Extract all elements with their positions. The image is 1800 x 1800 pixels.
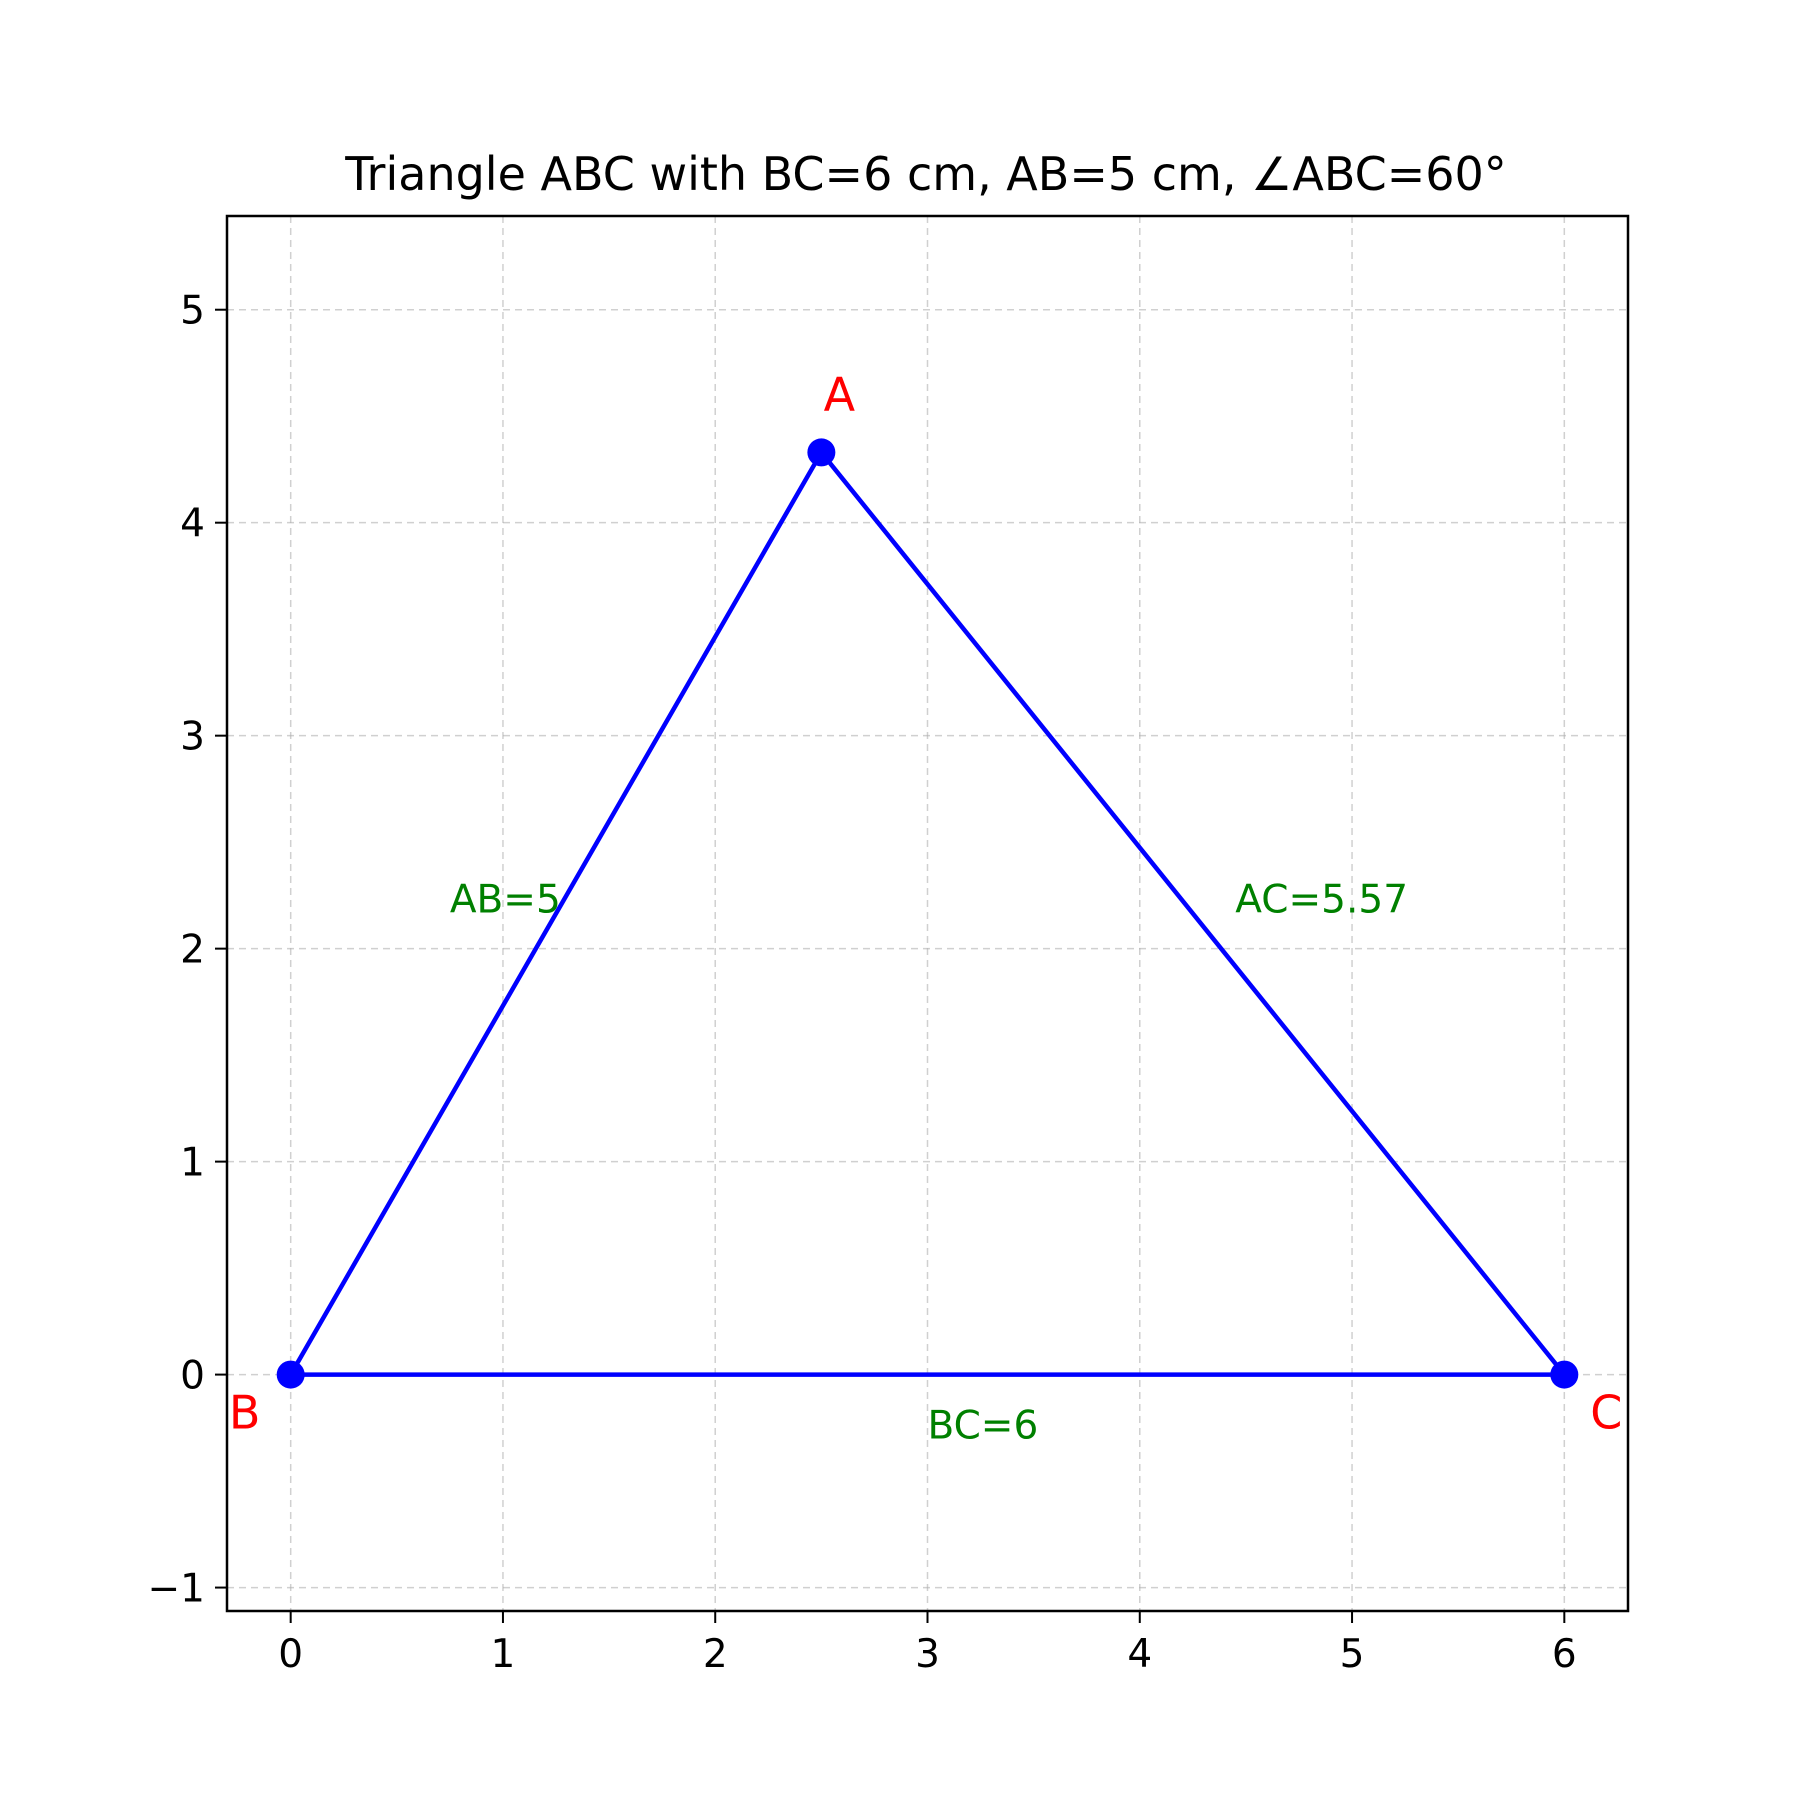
x-tick-label: 0 — [278, 1632, 303, 1677]
side-label: BC=6 — [928, 1403, 1039, 1448]
x-tick-label: 6 — [1552, 1632, 1577, 1677]
y-tick-label: 5 — [180, 289, 205, 334]
side-label: AC=5.57 — [1235, 877, 1408, 922]
edge-ac — [819, 450, 1567, 1377]
y-tick-label: −1 — [148, 1567, 206, 1612]
vertex-a-label: A — [824, 367, 856, 421]
x-tick-label: 1 — [491, 1632, 516, 1677]
x-tick-label: 4 — [1127, 1632, 1152, 1677]
y-tick-label: 2 — [180, 928, 205, 973]
vertex-b-point — [276, 1360, 305, 1389]
plot-frame — [225, 214, 1630, 1613]
axis-ticks: 0 1 2 3 4 5 6 −1 0 1 2 3 4 5 — [148, 289, 1577, 1677]
grid — [227, 216, 1628, 1611]
y-tick-label: 0 — [180, 1354, 205, 1399]
vertex-a-point — [807, 438, 836, 467]
y-tick-label: 4 — [180, 502, 205, 547]
x-tick-label: 5 — [1340, 1632, 1365, 1677]
vertex-c-point — [1550, 1360, 1579, 1389]
y-tick-label: 3 — [180, 715, 205, 760]
vertex-b-label: B — [229, 1386, 261, 1440]
vertex-c-label: C — [1590, 1386, 1622, 1440]
chart-title: Triangle ABC with BC=6 cm, AB=5 cm, ∠ABC… — [344, 147, 1507, 201]
annotations: AB=5 AC=5.57 BC=6 — [450, 877, 1408, 1448]
triangle-edges — [288, 450, 1567, 1377]
triangle-vertices: A B C — [229, 367, 1622, 1439]
x-tick-label: 3 — [915, 1632, 940, 1677]
y-tick-label: 1 — [180, 1141, 205, 1186]
x-tick-label: 2 — [703, 1632, 728, 1677]
side-label: AB=5 — [450, 877, 561, 922]
edge-ba — [288, 450, 824, 1377]
